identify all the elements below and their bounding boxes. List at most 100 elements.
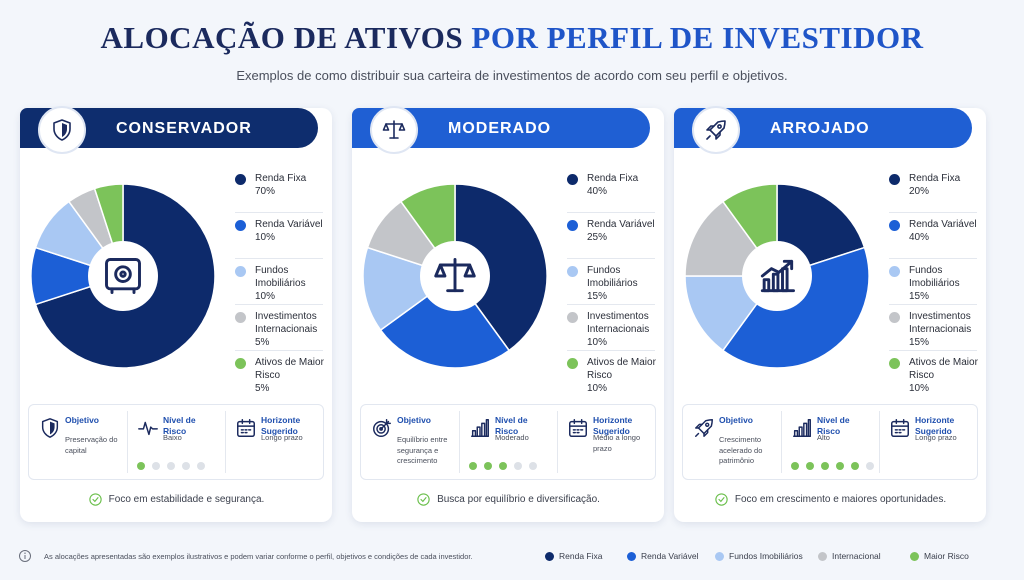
risk-dot	[806, 462, 814, 470]
value-label: 40%	[909, 232, 930, 243]
legend-separator	[567, 350, 655, 351]
value-label: 5%	[255, 383, 270, 394]
info-value: Preservação do capital	[65, 435, 118, 455]
footer-legend-dot	[818, 552, 827, 561]
value-label: 70%	[255, 186, 276, 197]
column-separator	[879, 411, 880, 473]
focus-line: Foco em crescimento e maiores oportunida…	[674, 492, 986, 507]
icon-part	[569, 420, 587, 437]
legend-label: Investimentos Internacionais	[909, 311, 972, 335]
legend-dot	[889, 174, 900, 185]
icon-part	[62, 123, 67, 137]
icon-part	[138, 421, 158, 436]
value-label: 15%	[909, 337, 930, 348]
icon-part	[471, 430, 477, 437]
legend-dot	[235, 220, 246, 231]
info-icon	[793, 419, 811, 437]
legend-separator	[235, 350, 323, 351]
center-icon	[760, 259, 795, 293]
icon-part	[92, 497, 99, 503]
legend-dot	[567, 174, 578, 185]
footer-legend-dot	[715, 552, 724, 561]
pie-slice	[379, 274, 511, 369]
check-icon	[417, 493, 430, 506]
info-value: Moderado	[495, 433, 529, 442]
icon-part	[891, 420, 909, 437]
legend-item: Fundos Imobiliários 15%	[909, 264, 987, 303]
info-label: Horizonte Sugerido	[915, 415, 955, 436]
icon-part	[110, 287, 136, 294]
info-label: Objetivo	[65, 415, 100, 425]
info-value: Equilíbrio entre segurança e crescimento	[397, 435, 448, 465]
icon-part	[420, 497, 427, 503]
icon-part	[237, 420, 255, 437]
legend-dot	[567, 220, 578, 231]
footer-legend-label: Renda Variável	[641, 551, 699, 561]
legend-label: Renda Variável	[909, 219, 977, 230]
info-icon	[471, 419, 489, 437]
info-icon	[41, 418, 59, 438]
legend-label: Renda Fixa	[255, 173, 307, 184]
legend-label: Ativos de Maior Risco	[909, 357, 978, 381]
icon-part	[237, 419, 255, 427]
icon-part	[803, 422, 808, 437]
header-icon-circle	[370, 106, 418, 154]
risk-dot	[197, 462, 205, 470]
icon-part	[807, 419, 811, 437]
icon-part	[376, 424, 386, 434]
icon-part	[717, 124, 722, 129]
info-value: Baixo	[163, 433, 182, 442]
legend-separator	[567, 258, 655, 259]
value-label: 15%	[909, 291, 930, 302]
icon-part	[705, 422, 710, 427]
legend-label: Investimentos Internacionais	[255, 311, 318, 335]
pie-chart	[362, 183, 548, 369]
info-icon	[373, 419, 391, 437]
value-label: 25%	[587, 232, 608, 243]
icon-part	[481, 422, 486, 437]
legend-dot	[567, 358, 578, 369]
risk-dot	[791, 462, 799, 470]
icon-part	[706, 125, 721, 140]
column-separator	[557, 411, 558, 473]
check-icon	[88, 493, 102, 506]
legend-dot	[235, 266, 246, 277]
risk-dot	[469, 462, 477, 470]
icon-part	[760, 259, 794, 278]
risk-dot	[484, 462, 492, 470]
risk-dot	[152, 462, 160, 470]
risk-dot	[866, 462, 874, 470]
legend-item: Renda Variável 25%	[587, 218, 665, 244]
icon-part	[695, 423, 709, 437]
value-label: 10%	[255, 232, 276, 243]
info-value: Alto	[817, 433, 830, 442]
info-value: Longo prazo	[261, 433, 303, 442]
card-header: ARROJADO	[674, 106, 972, 154]
legend-separator	[567, 304, 655, 305]
info-box: Objetivo Preservação do capital Nível de R…	[28, 404, 324, 480]
legend-dot	[567, 266, 578, 277]
title: ALOCAÇÃO DE ATIVOS POR PERFIL DE INVESTI…	[0, 20, 1024, 56]
risk-dot	[821, 462, 829, 470]
pie-slice	[454, 183, 548, 352]
card-title: CONSERVADOR	[116, 120, 252, 137]
info-label: Objetivo	[397, 415, 432, 425]
legend-dot	[889, 266, 900, 277]
icon-part	[380, 419, 391, 430]
icon-part	[373, 420, 390, 437]
legend-separator	[889, 212, 977, 213]
footer-legend-dot	[545, 552, 554, 561]
icon-part	[771, 272, 780, 293]
profile-card: CONSERVADOR Renda Fixa 70% Renda Variável 10…	[20, 106, 332, 522]
info-value: Longo prazo	[915, 433, 957, 442]
legend-item: Renda Fixa 20%	[909, 172, 987, 198]
value-label: 10%	[587, 337, 608, 348]
legend-label: Renda Fixa	[909, 173, 961, 184]
value-label: 40%	[587, 186, 608, 197]
footer-legend-label: Internacional	[832, 551, 881, 561]
icon-part	[762, 278, 771, 293]
focus-text: Foco em crescimento e maiores oportunida…	[734, 494, 947, 505]
icon-part	[434, 263, 476, 278]
icon-part	[240, 429, 252, 434]
